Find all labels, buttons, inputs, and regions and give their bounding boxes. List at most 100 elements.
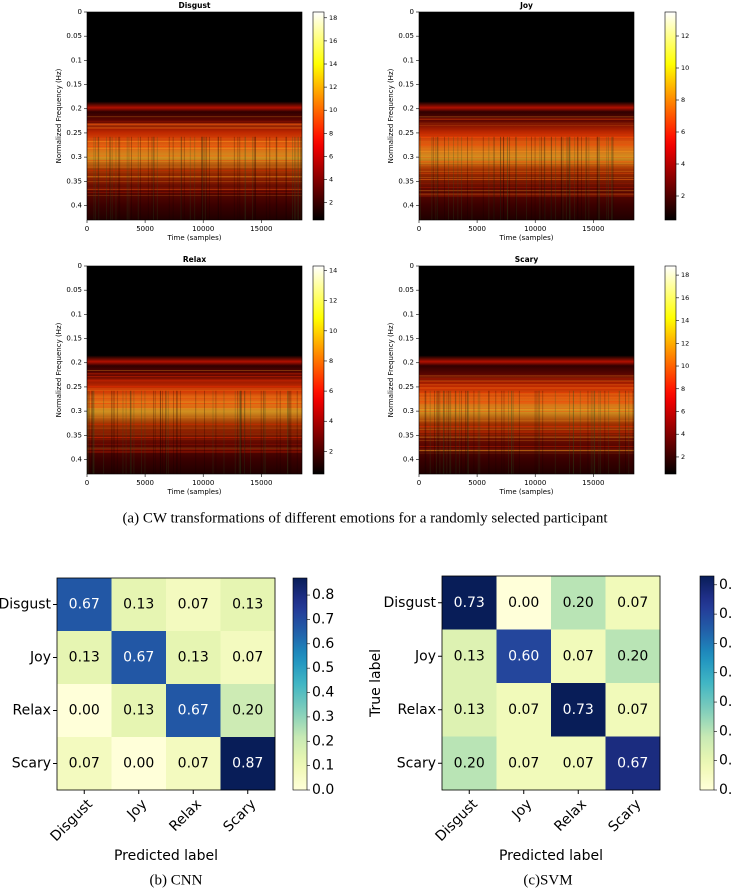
cell-label: 0.07 xyxy=(563,648,594,664)
colorbar-tick-label: 0.7 xyxy=(719,577,733,593)
x-tick-label: 10000 xyxy=(192,225,214,233)
cell-label: 0.07 xyxy=(508,702,539,718)
y-tick-label: 0.15 xyxy=(398,335,414,343)
cell xyxy=(442,736,497,791)
y-tick-label: 0 xyxy=(410,262,414,270)
y-tick-label: 0.2 xyxy=(71,105,82,113)
colorbar-tick-label: 6 xyxy=(329,387,333,395)
x-tick-label: Disgust xyxy=(47,796,96,845)
x-tick-label: Relax xyxy=(166,796,205,835)
cell-label: 0.73 xyxy=(563,702,594,718)
cell xyxy=(220,737,276,791)
cell-label: 0.07 xyxy=(232,650,263,666)
colorbar-tick-label: 0.5 xyxy=(312,660,334,676)
y-tick-label: 0.35 xyxy=(398,431,414,439)
y-tick-label: Disgust xyxy=(383,595,436,611)
colorbar-tick-label: 14 xyxy=(329,267,337,275)
cell-label: 0.13 xyxy=(454,648,485,664)
cell xyxy=(551,683,606,737)
colorbar-tick-label: 0.7 xyxy=(312,611,334,627)
colorbar-tick-label: 0.8 xyxy=(312,587,334,603)
y-tick-label: 0.05 xyxy=(66,286,82,294)
y-tick-label: Disgust xyxy=(0,597,52,613)
colorbar-tick-label: 18 xyxy=(681,271,689,279)
plot-frame xyxy=(86,265,303,475)
chart-title: Disgust xyxy=(178,1,210,10)
y-tick-label: 0.1 xyxy=(71,310,82,318)
y-tick-label: 0.3 xyxy=(71,153,82,161)
colorbar-tick-label: 8 xyxy=(329,357,333,365)
x-axis-label: Time (samples) xyxy=(499,234,554,242)
x-tick-label: 15000 xyxy=(582,479,604,487)
y-tick-label: 0.1 xyxy=(403,56,414,64)
colorbar xyxy=(699,575,715,791)
cell-label: 0.73 xyxy=(454,595,485,611)
cell xyxy=(442,629,497,684)
cell xyxy=(111,737,167,791)
colorbar-tick-label: 0.5 xyxy=(719,635,733,651)
y-tick-label: 0.1 xyxy=(403,310,414,318)
cell xyxy=(166,578,221,632)
x-axis-label: Time (samples) xyxy=(167,234,222,242)
colorbar-tick-label: 6 xyxy=(681,128,685,136)
caption: (c)SVM xyxy=(523,872,572,888)
colorbar-tick-label: 0.0 xyxy=(719,782,733,798)
cell-label: 0.20 xyxy=(563,595,594,611)
plot-frame xyxy=(418,265,635,475)
x-tick-label: Scary xyxy=(220,796,259,835)
y-tick-label: 0.25 xyxy=(66,129,82,137)
y-tick-label: Relax xyxy=(13,703,51,719)
y-axis-label: Normalized Frequency (Hz) xyxy=(55,322,63,417)
colorbar-tick-label: 0.6 xyxy=(312,636,334,652)
colorbar-tick-label: 0.1 xyxy=(312,758,334,774)
y-tick-label: 0.15 xyxy=(66,335,82,343)
y-tick-label: 0.2 xyxy=(403,105,414,113)
x-tick-label: 5000 xyxy=(136,479,154,487)
colorbar xyxy=(312,265,325,475)
caption: (a) CW transformations of different emot… xyxy=(122,510,608,526)
y-tick-label: Joy xyxy=(29,650,51,666)
colorbar-tick-label: 0.4 xyxy=(719,665,733,681)
colorbar xyxy=(664,11,677,221)
y-tick-label: 0.05 xyxy=(66,32,82,40)
colorbar-tick-label: 0.4 xyxy=(312,685,334,701)
cell xyxy=(166,737,221,791)
x-tick-label: 0 xyxy=(85,479,89,487)
y-tick-label: 0 xyxy=(78,262,82,270)
colorbar-tick-label: 0.3 xyxy=(312,709,334,725)
y-tick-label: 0.15 xyxy=(66,81,82,89)
y-tick-label: Joy xyxy=(414,648,436,664)
colorbar-tick-label: 10 xyxy=(681,64,689,72)
plot-frame xyxy=(56,577,276,791)
x-tick-label: 10000 xyxy=(524,225,546,233)
cell xyxy=(496,736,552,791)
cell xyxy=(220,578,276,632)
cell xyxy=(111,684,167,738)
cell xyxy=(57,684,112,738)
y-tick-label: 0.05 xyxy=(398,32,414,40)
colorbar-tick-label: 12 xyxy=(329,297,337,305)
y-tick-label: 0.4 xyxy=(403,455,415,463)
y-tick-label: 0.25 xyxy=(398,383,414,391)
y-tick-label: 0.3 xyxy=(403,153,414,161)
colorbar-tick-label: 0.6 xyxy=(719,606,733,622)
spectrogram-image xyxy=(87,12,302,220)
cell xyxy=(605,576,661,630)
cell-label: 0.00 xyxy=(69,703,100,719)
cell xyxy=(605,736,661,791)
colorbar-tick-label: 16 xyxy=(681,294,689,302)
x-tick-label: Joy xyxy=(124,796,151,823)
cell xyxy=(605,629,661,684)
y-tick-label: 0.15 xyxy=(398,81,414,89)
cell-label: 0.07 xyxy=(69,756,100,772)
cell xyxy=(220,631,276,685)
spectrogram-image xyxy=(87,266,302,474)
colorbar-tick-label: 4 xyxy=(329,176,333,184)
cell-label: 0.00 xyxy=(508,595,539,611)
y-tick-label: 0 xyxy=(410,8,414,16)
cell-label: 0.07 xyxy=(178,756,209,772)
cell xyxy=(111,578,167,632)
y-tick-label: Relax xyxy=(398,702,436,718)
x-tick-label: 15000 xyxy=(582,225,604,233)
